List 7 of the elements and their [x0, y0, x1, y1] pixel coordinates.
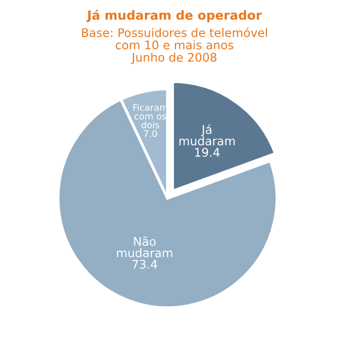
slice-label: Já mudaram — [179, 124, 235, 146]
data-label: 73.4 — [132, 260, 158, 269]
chart-subtitle: Base: Possuidores de telemóvel com 10 e mais anos Junho de 2008 — [82, 28, 267, 64]
data-label: 7.0 — [144, 130, 157, 138]
slice-label: Não mudaram — [117, 236, 172, 258]
chart-title: Já mudaram de operador — [86, 10, 262, 22]
data-label: 19.4 — [195, 148, 220, 157]
